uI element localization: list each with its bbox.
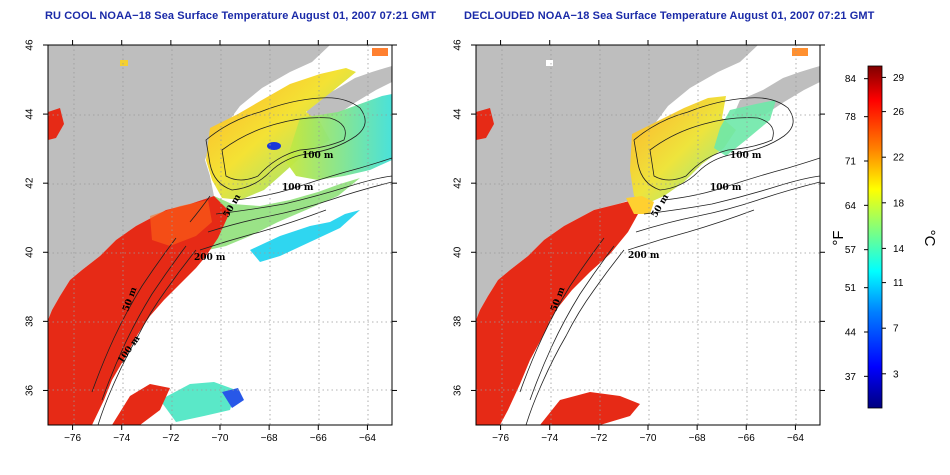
celsius-tick-label: 7 — [893, 324, 899, 335]
y-tick-label: 46 — [453, 39, 464, 51]
y-tick-label: 38 — [25, 315, 36, 327]
isobath-label: 100 m — [302, 151, 334, 161]
x-tick-label: −72 — [590, 433, 607, 444]
scotian-shelf-sst — [714, 100, 776, 156]
celsius-tick-label: 3 — [893, 369, 899, 380]
y-tick-label: 46 — [25, 39, 36, 51]
fahrenheit-tick-label: 37 — [845, 372, 857, 383]
x-tick-label: −68 — [689, 433, 706, 444]
gulf-of-maine-sst — [206, 68, 356, 200]
fahrenheit-tick-label: 57 — [845, 245, 857, 256]
celsius-tick-label: 29 — [893, 73, 905, 84]
x-tick-label: −64 — [359, 433, 376, 444]
graticule — [476, 45, 820, 425]
isobath-contours — [519, 97, 820, 425]
graticule — [48, 45, 392, 425]
x-tick-label: −66 — [310, 433, 327, 444]
x-tick-label: −76 — [64, 433, 81, 444]
celsius-tick-label: 14 — [893, 244, 905, 255]
isobath-contours — [91, 97, 392, 425]
x-tick-label: −70 — [212, 433, 229, 444]
mid-atlantic-warm-sst — [476, 198, 640, 425]
fahrenheit-tick-label: 51 — [845, 283, 857, 294]
x-tick-label: −72 — [162, 433, 179, 444]
right-map — [476, 45, 820, 425]
celsius-unit-label: °C — [921, 230, 938, 247]
celsius-tick-label: 11 — [893, 278, 904, 289]
fahrenheit-tick-label: 64 — [845, 201, 857, 212]
fahrenheit-unit-label: °F — [830, 230, 847, 245]
celsius-tick-label: 26 — [893, 107, 905, 118]
isobath-label: 100 m — [282, 183, 314, 193]
left-map — [48, 45, 392, 425]
nova-scotia — [306, 66, 392, 120]
isobath-label: 100 m — [710, 183, 742, 193]
land-mass — [48, 45, 330, 320]
fahrenheit-tick-label: 71 — [845, 157, 857, 168]
fahrenheit-tick-label: 84 — [845, 74, 857, 85]
y-tick-label: 38 — [453, 315, 464, 327]
right-panel-title: DECLOUDED NOAA−18 Sea Surface Temperatur… — [464, 10, 875, 22]
y-tick-label: 36 — [25, 384, 36, 396]
x-tick-label: −74 — [113, 433, 130, 444]
y-tick-label: 40 — [25, 246, 36, 258]
fahrenheit-tick-label: 78 — [845, 112, 857, 123]
x-tick-label: −70 — [640, 433, 657, 444]
celsius-tick-label: 22 — [893, 153, 905, 164]
left-panel-title: RU COOL NOAA−18 Sea Surface Temperature … — [45, 10, 437, 22]
right-axes: −76 −74 −72 −70 −68 −66 −64 36 38 40 42 44 46 — [453, 39, 825, 444]
x-tick-label: −64 — [787, 433, 804, 444]
isobath-label: 100 m — [730, 151, 762, 161]
y-tick-label: 40 — [453, 246, 464, 258]
y-tick-label: 44 — [453, 108, 464, 120]
land-mass — [476, 45, 758, 320]
fahrenheit-tick-label: 44 — [845, 328, 857, 339]
scotian-shelf-sst — [286, 94, 392, 180]
y-tick-label: 36 — [453, 384, 464, 396]
isobath-label: 200 m — [628, 251, 660, 261]
celsius-tick-label: 18 — [893, 198, 905, 209]
y-tick-label: 42 — [25, 177, 36, 189]
x-tick-label: −76 — [492, 433, 509, 444]
colorbar — [867, 65, 883, 409]
x-tick-label: −68 — [261, 433, 278, 444]
isobath-label: 200 m — [194, 253, 226, 263]
x-tick-label: −66 — [738, 433, 755, 444]
y-tick-label: 42 — [453, 177, 464, 189]
y-tick-label: 44 — [25, 108, 36, 120]
x-tick-label: −74 — [541, 433, 558, 444]
colorbar-ticks: 29 26 22 18 14 11 7 3 84 78 71 64 57 51 44 37 — [845, 73, 905, 383]
left-axes: −76 −74 −72 −70 −68 −66 −64 36 38 40 42 44 46 — [25, 39, 397, 444]
